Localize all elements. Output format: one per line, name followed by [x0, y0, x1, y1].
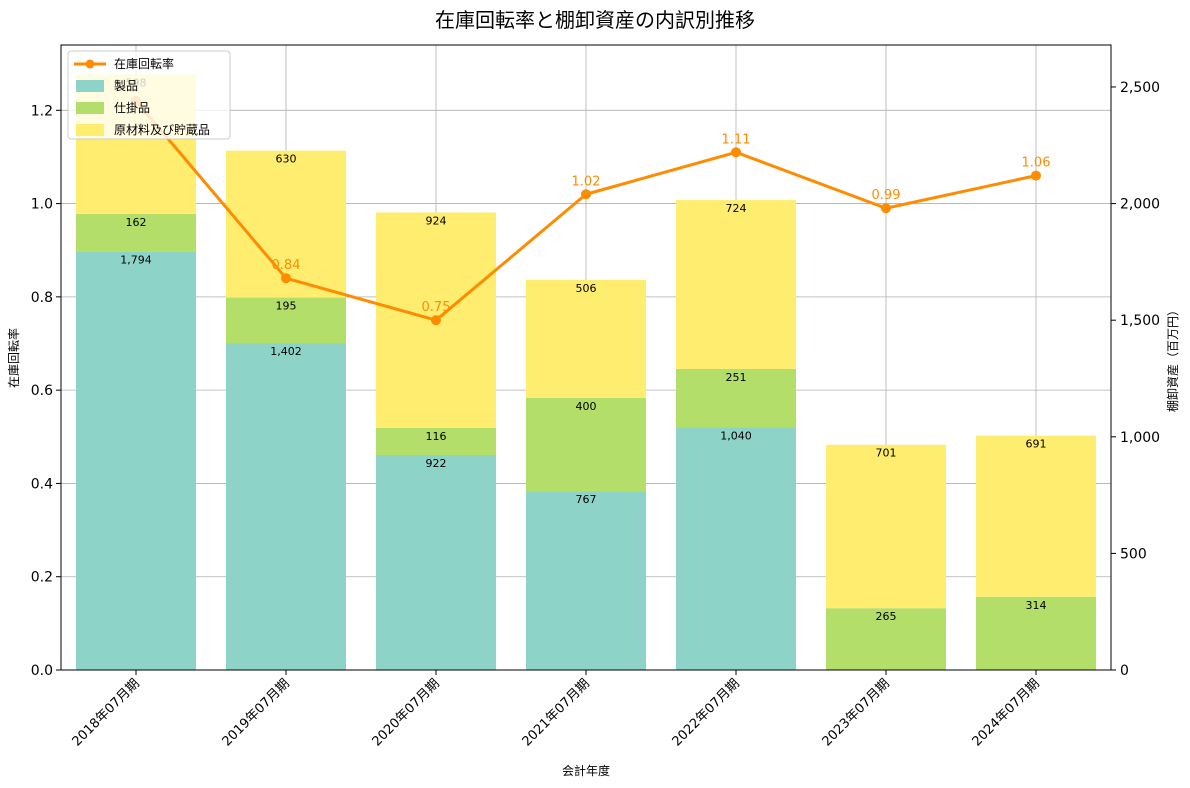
bar-data-label: 724: [726, 202, 747, 215]
bar-data-label: 162: [126, 216, 147, 229]
line-point: [1031, 170, 1041, 181]
bar-data-label: 506: [576, 282, 597, 295]
line-data-label: 1.02: [572, 174, 601, 189]
y-left-tick-label: 1.2: [31, 103, 53, 119]
bar-segment: [976, 596, 1096, 670]
line-point: [281, 273, 291, 284]
bar-data-label: 767: [576, 493, 597, 506]
x-tick-label: 2019年07月期: [220, 676, 293, 749]
legend-entry-label: 原材料及び貯蔵品: [114, 123, 210, 137]
legend-swatch: [76, 102, 104, 114]
bar-segment: [526, 491, 646, 670]
y-right-tick-label: 2,000: [1120, 197, 1160, 213]
bar-data-label: 691: [1026, 438, 1047, 451]
x-tick-label: 2024年07月期: [970, 676, 1043, 749]
legend-entry-label: 仕掛品: [114, 100, 150, 115]
bar-segment: [526, 279, 646, 398]
line-data-label: 1.06: [1022, 156, 1051, 171]
line-point: [881, 203, 891, 214]
bar-segment: [526, 397, 646, 492]
bar-data-label: 1,794: [120, 254, 152, 267]
bar-data-label: 924: [426, 214, 447, 227]
y-left-tick-label: 0.2: [31, 570, 53, 586]
line-point: [581, 189, 591, 200]
y-left-tick-label: 0.4: [31, 476, 53, 492]
bar-segment: [226, 150, 346, 298]
bar-segment: [826, 444, 946, 609]
y-right-tick-label: 1,000: [1120, 430, 1160, 446]
line-data-label: 0.84: [272, 258, 301, 273]
y-right-tick-label: 1,500: [1120, 313, 1160, 329]
x-tick-label: 2020年07月期: [370, 676, 443, 749]
bar-data-label: 116: [426, 430, 447, 443]
y-right-tick-label: 500: [1120, 546, 1147, 562]
bar-data-label: 1,040: [720, 429, 752, 442]
bar-data-label: 1,402: [270, 345, 302, 358]
line-data-label: 1.11: [722, 132, 751, 147]
bar-segment: [76, 251, 196, 670]
bar-segment: [676, 427, 796, 670]
legend-swatch: [76, 124, 104, 136]
y-axis-right-title: 棚卸資産（百万円）: [1165, 304, 1180, 412]
bar-segment: [376, 427, 496, 455]
chart-title: 在庫回転率と棚卸資産の内訳別推移: [435, 8, 755, 32]
y-right-tick-label: 0: [1120, 663, 1129, 679]
y-left-tick-label: 0.0: [31, 663, 53, 679]
bar-data-label: 195: [276, 300, 297, 313]
bar-segment: [826, 608, 946, 670]
bar-segment: [676, 368, 796, 428]
y-left-tick-label: 1.0: [31, 197, 53, 213]
x-axis-title: 会計年度: [562, 763, 610, 778]
legend-box: [67, 50, 231, 140]
x-tick-label: 2018年07月期: [70, 676, 143, 749]
bar-data-label: 265: [876, 610, 897, 623]
bar-segment: [226, 297, 346, 344]
bars-layer: [76, 74, 1096, 670]
bar-segment: [976, 435, 1096, 597]
bar-data-label: 630: [276, 153, 297, 166]
bar-data-label: 701: [876, 447, 897, 460]
line-data-label: 0.75: [422, 300, 451, 315]
bar-data-label: 314: [1026, 599, 1047, 612]
y-right-tick-label: 2,500: [1120, 80, 1160, 96]
bar-segment: [76, 213, 196, 252]
line-data-label: 0.99: [872, 188, 901, 203]
bar-data-label: 400: [576, 400, 597, 413]
y-left-tick-label: 0.8: [31, 290, 53, 306]
legend-entry-label: 製品: [114, 79, 138, 93]
legend-swatch: [76, 80, 104, 92]
legend-entry-label: 在庫回転率: [114, 56, 174, 71]
line-point: [731, 147, 741, 158]
bar-segment: [376, 454, 496, 670]
x-tick-label: 2023年07月期: [820, 676, 893, 749]
y-axis-left-title: 在庫回転率: [6, 328, 21, 388]
line-point: [431, 315, 441, 326]
legend-line-marker: [85, 59, 95, 69]
bar-data-label: 251: [726, 371, 747, 384]
bar-segment: [676, 200, 796, 369]
x-tick-label: 2022年07月期: [670, 676, 743, 749]
bar-segment: [226, 343, 346, 670]
y-left-tick-label: 0.6: [31, 383, 53, 399]
bar-data-label: 922: [426, 457, 447, 470]
x-tick-label: 2021年07月期: [520, 676, 593, 749]
